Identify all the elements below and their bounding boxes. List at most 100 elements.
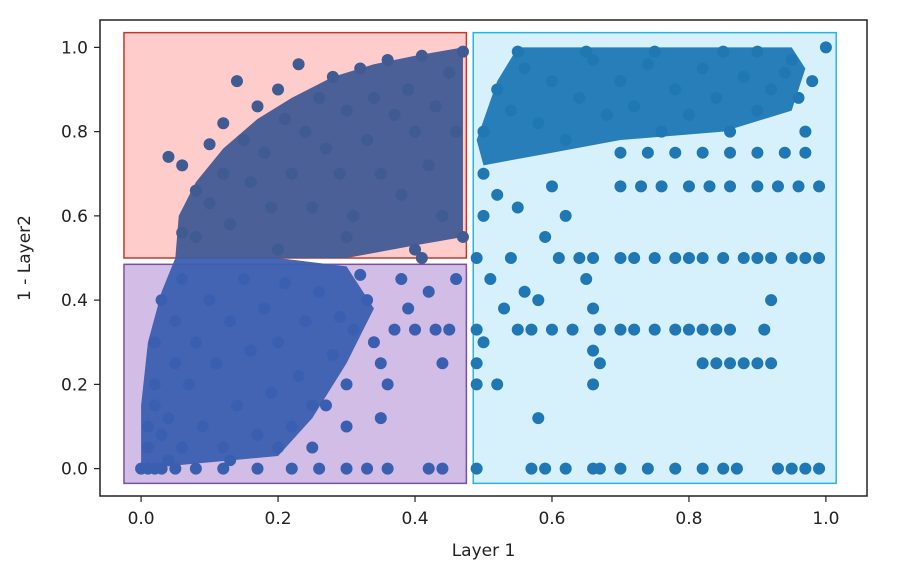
- data-point: [436, 209, 449, 222]
- data-point: [737, 252, 750, 264]
- data-point: [648, 252, 661, 264]
- data-point: [724, 180, 737, 193]
- data-point: [148, 399, 161, 412]
- x-axis-label: Layer 1: [452, 541, 516, 561]
- data-point: [593, 357, 606, 370]
- data-point: [155, 294, 168, 307]
- data-point: [628, 323, 641, 336]
- data-point: [436, 462, 449, 475]
- data-point: [799, 462, 812, 475]
- data-point: [340, 420, 353, 433]
- data-point: [189, 184, 202, 197]
- data-point: [545, 75, 558, 88]
- data-point: [737, 357, 750, 370]
- data-point: [470, 323, 483, 336]
- data-point: [669, 83, 682, 96]
- data-point: [361, 462, 374, 475]
- data-point: [176, 273, 189, 286]
- data-point: [381, 378, 394, 391]
- data-point: [422, 462, 435, 475]
- data-point: [696, 323, 709, 336]
- data-point: [813, 462, 826, 475]
- data-point: [285, 167, 298, 180]
- data-point: [765, 294, 778, 307]
- data-point: [751, 252, 764, 264]
- data-point: [545, 323, 558, 336]
- data-point: [409, 243, 422, 256]
- data-point: [641, 146, 654, 159]
- data-point: [470, 462, 483, 475]
- data-point: [299, 315, 312, 328]
- data-point: [806, 75, 819, 88]
- data-point: [210, 357, 223, 370]
- data-point: [785, 54, 798, 67]
- data-point: [648, 323, 661, 336]
- data-point: [470, 378, 483, 391]
- dense-cloud-lower-left: [141, 258, 374, 469]
- data-point: [354, 268, 367, 281]
- data-point: [278, 112, 291, 125]
- data-point: [189, 462, 202, 475]
- data-point: [600, 108, 613, 121]
- data-point: [292, 58, 305, 71]
- data-point: [751, 45, 764, 58]
- data-point: [669, 462, 682, 475]
- data-point: [251, 462, 264, 475]
- x-tick-label: 0.8: [675, 509, 702, 529]
- data-point: [409, 323, 422, 336]
- data-point: [799, 125, 812, 138]
- data-point: [415, 252, 428, 264]
- data-point: [340, 104, 353, 117]
- data-point: [724, 357, 737, 370]
- data-point: [306, 441, 319, 454]
- data-point: [785, 462, 798, 475]
- data-point: [189, 230, 202, 243]
- data-point: [682, 108, 695, 121]
- data-point: [580, 45, 593, 58]
- data-point: [374, 412, 387, 425]
- data-point: [751, 146, 764, 159]
- data-point: [628, 252, 641, 264]
- data-point: [682, 180, 695, 193]
- data-point: [484, 273, 497, 286]
- data-point: [306, 399, 319, 412]
- data-point: [532, 117, 545, 130]
- data-point: [724, 323, 737, 336]
- data-point: [491, 83, 504, 96]
- data-point: [402, 83, 415, 96]
- data-point: [778, 66, 791, 79]
- data-point: [511, 45, 524, 58]
- data-point: [224, 454, 237, 467]
- data-point: [730, 462, 743, 475]
- dense-cloud-upper-left: [175, 47, 463, 259]
- y-tick-label: 0.2: [61, 375, 88, 395]
- data-point: [518, 62, 531, 75]
- data-point: [272, 336, 285, 349]
- y-tick-label: 0.4: [61, 291, 88, 311]
- data-point: [367, 336, 380, 349]
- x-axis-ticks: 0.0 0.2 0.4 0.6 0.8 1.0: [128, 496, 839, 529]
- data-point: [717, 45, 730, 58]
- data-point: [477, 336, 490, 349]
- data-point: [648, 45, 661, 58]
- data-point: [696, 146, 709, 159]
- data-point: [169, 462, 182, 475]
- data-point: [559, 209, 572, 222]
- y-axis-ticks: 0.0 0.2 0.4 0.6 0.8 1.0: [61, 38, 100, 480]
- y-tick-label: 0.8: [61, 123, 88, 143]
- data-point: [539, 462, 552, 475]
- data-point: [278, 277, 291, 290]
- data-point: [587, 302, 600, 315]
- data-point: [525, 323, 538, 336]
- data-point: [587, 252, 600, 264]
- data-point: [176, 159, 189, 172]
- data-point: [189, 336, 202, 349]
- data-point: [491, 188, 504, 201]
- data-point: [361, 134, 374, 147]
- data-point: [265, 386, 278, 399]
- data-point: [258, 146, 271, 159]
- data-point: [682, 252, 695, 264]
- data-point: [813, 180, 826, 193]
- data-point: [710, 91, 723, 104]
- x-tick-label: 0.6: [538, 509, 565, 529]
